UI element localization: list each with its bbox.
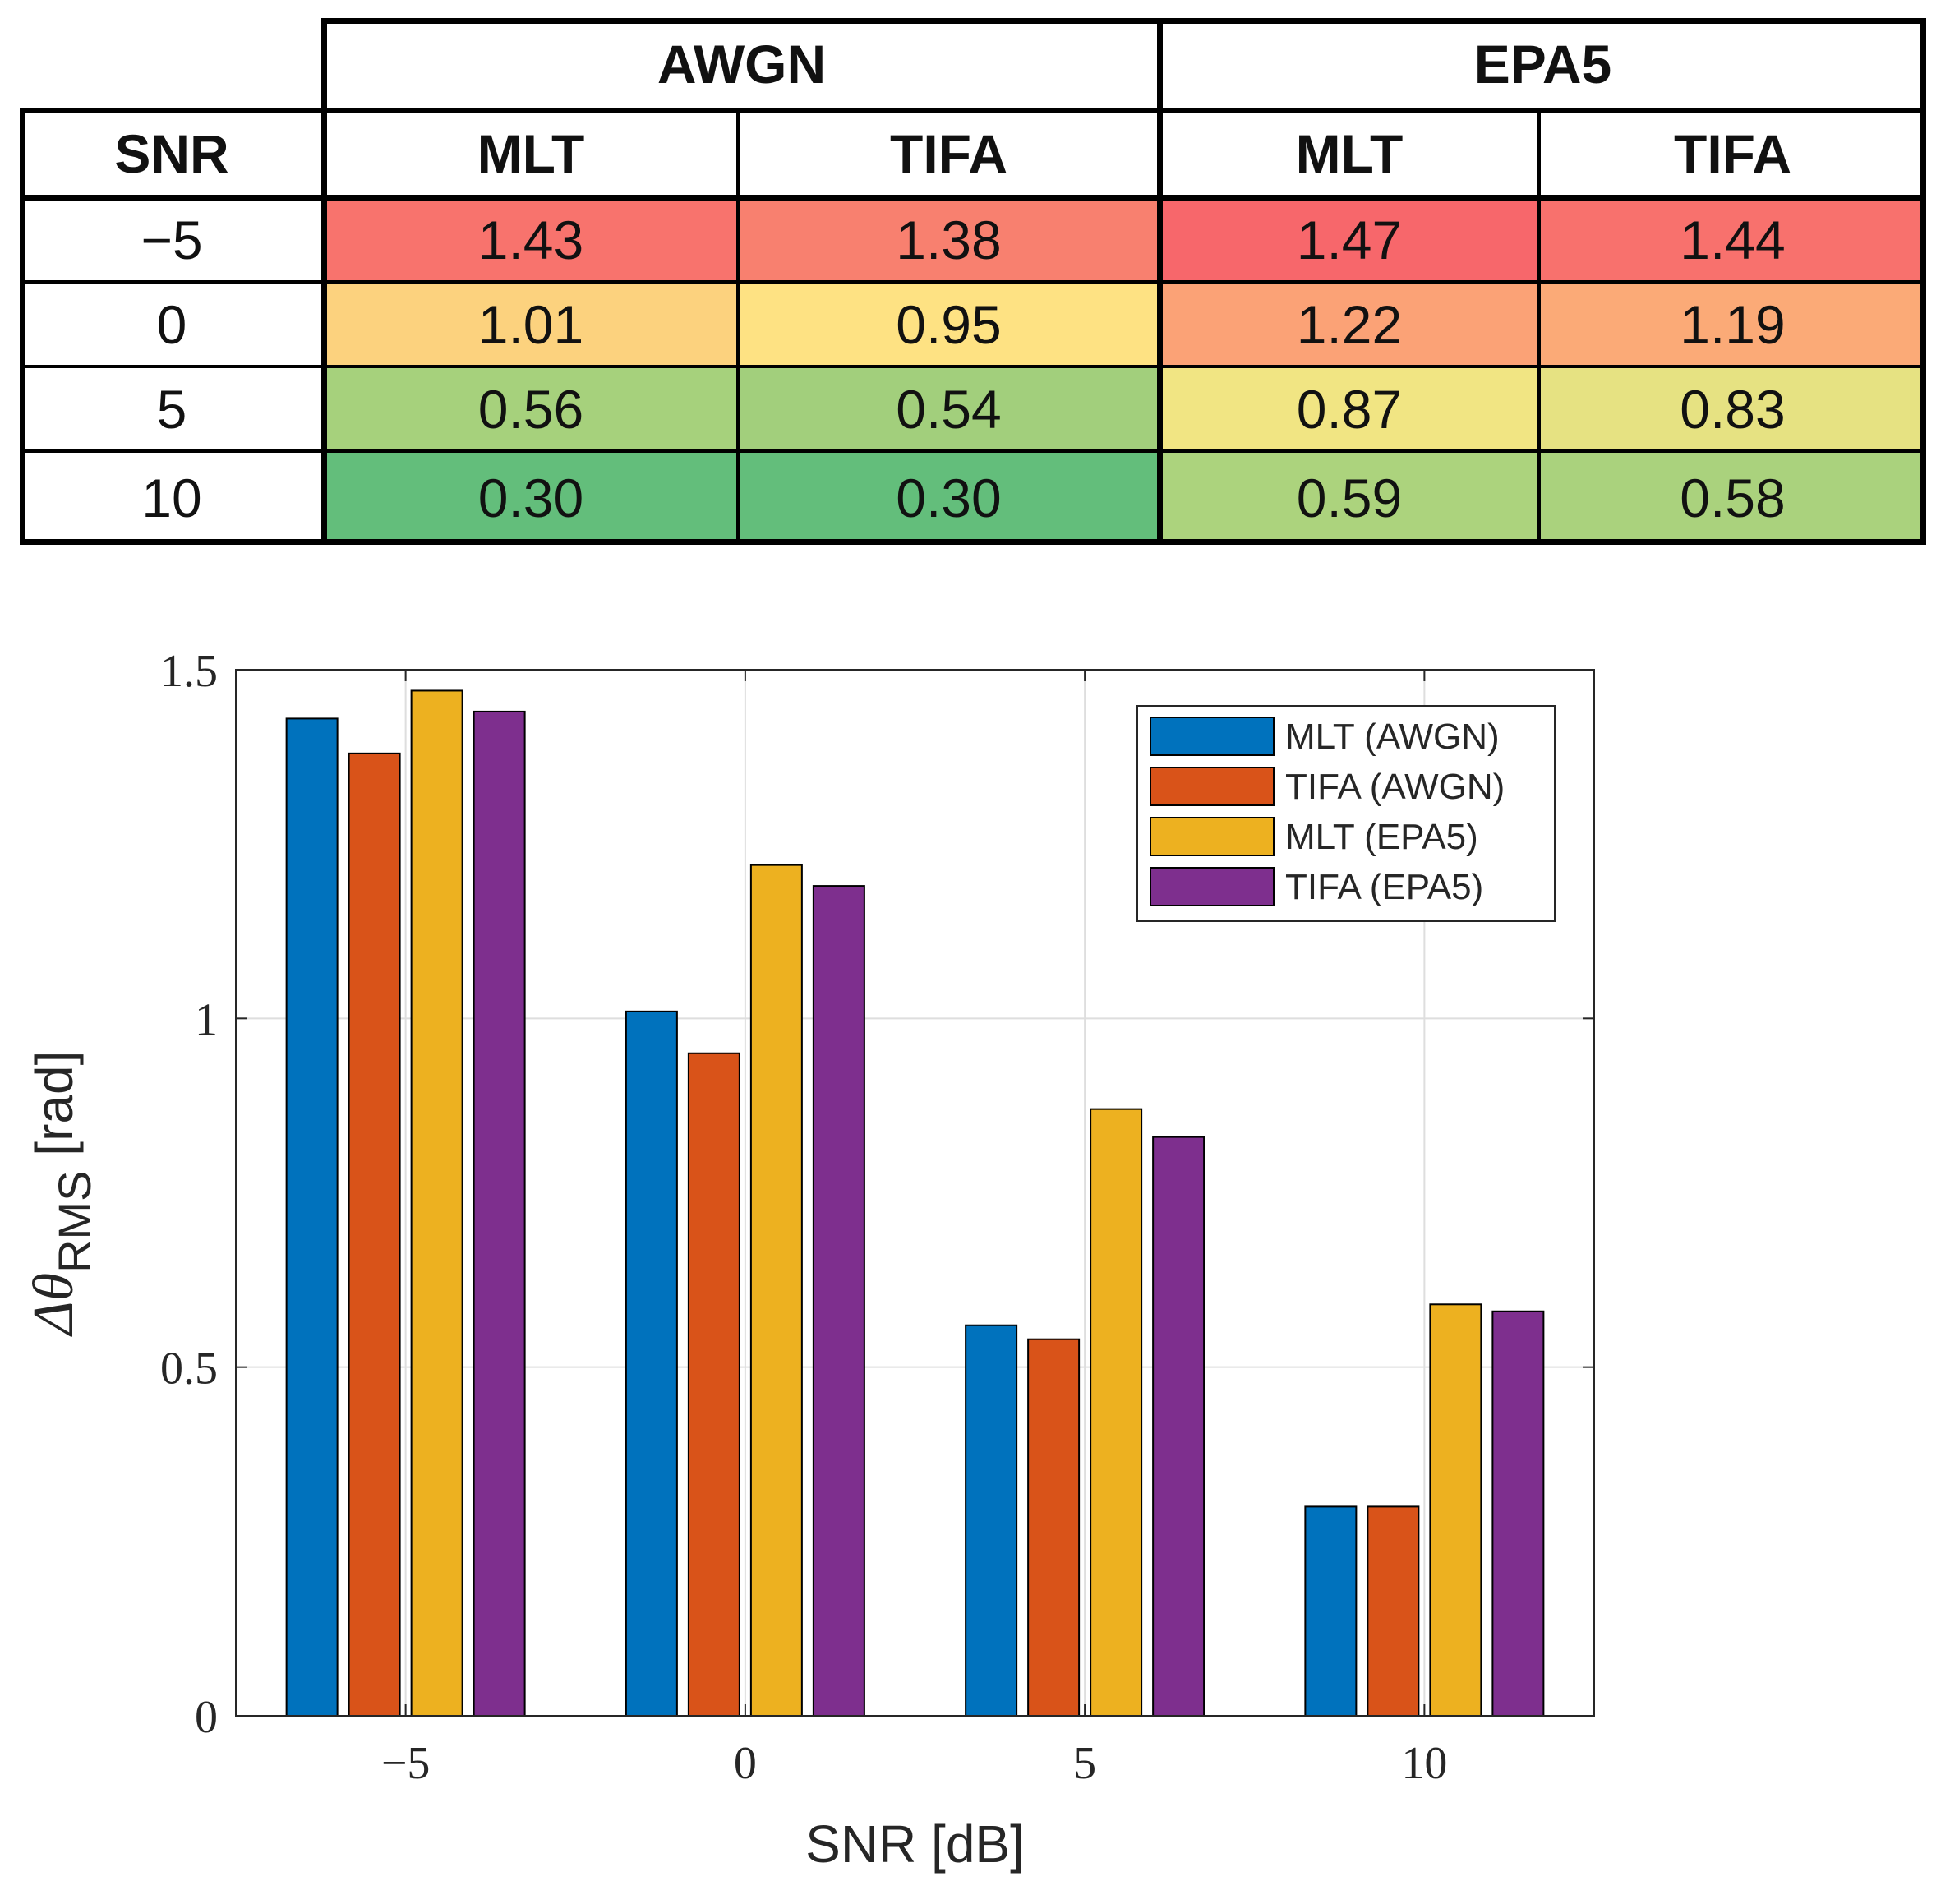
table-cell: 1.44: [1539, 197, 1926, 282]
legend-swatch: [1150, 817, 1275, 856]
y-tick-label: 0.5: [160, 1344, 218, 1395]
table-cell: 0.95: [738, 282, 1159, 367]
x-tick-label: 10: [1401, 1738, 1447, 1789]
y-axis-label-main: Δθ: [22, 1273, 85, 1337]
bar: [1090, 1108, 1143, 1717]
y-tick-label: 1: [195, 994, 218, 1045]
bar: [812, 885, 865, 1717]
bar: [625, 1010, 678, 1717]
table-cell: 1.01: [324, 282, 738, 367]
table-border: [1920, 18, 1926, 545]
bar: [687, 1052, 740, 1717]
column-header: TIFA: [1539, 110, 1926, 197]
x-tick-label: −5: [381, 1738, 431, 1789]
legend-swatch: [1150, 867, 1275, 906]
bar: [1491, 1310, 1545, 1717]
table-cell: 0.58: [1539, 451, 1926, 545]
table-border: [324, 18, 1926, 24]
legend-label: MLT (EPA5): [1285, 817, 1478, 857]
bar: [1429, 1303, 1482, 1717]
table-cell: 0.87: [1159, 367, 1539, 451]
table-cell: 0.59: [1159, 451, 1539, 545]
bar: [1367, 1505, 1420, 1717]
legend-label: TIFA (AWGN): [1285, 767, 1505, 807]
bar-chart: 00.511.5−5 0 5 10 MLT (AWGN)TIFA (AWGN)MLT …: [22, 646, 1595, 1874]
table-border: [1537, 110, 1541, 545]
group-header: AWGN: [324, 18, 1159, 110]
table-cell: 1.38: [738, 197, 1159, 282]
x-tick-label: 5: [1073, 1738, 1096, 1789]
table-cell: 0.56: [324, 367, 738, 451]
y-axis-label-unit: [rad]: [25, 1051, 84, 1171]
x-tick-label: 0: [734, 1738, 757, 1789]
bar: [965, 1324, 1018, 1717]
legend-swatch: [1150, 717, 1275, 756]
table-border: [20, 195, 1926, 201]
x-axis-label: SNR [dB]: [805, 1814, 1025, 1874]
group-header: EPA5: [1159, 18, 1926, 110]
table-border: [20, 539, 1926, 545]
bar: [1152, 1136, 1205, 1717]
table-border: [20, 449, 1926, 453]
table-border: [321, 18, 327, 545]
table-border: [1157, 18, 1163, 545]
column-header: TIFA: [738, 110, 1159, 197]
row-header-snr: 10: [20, 451, 324, 545]
bar: [285, 717, 339, 1717]
table-cell: 1.19: [1539, 282, 1926, 367]
y-tick-label: 0: [195, 1692, 218, 1743]
column-header: SNR: [20, 110, 324, 197]
table-cell: 0.30: [324, 451, 738, 545]
table-cell: 1.22: [1159, 282, 1539, 367]
chart-ticks: 0 0.5 1 1.5 −5 0 5 10: [160, 646, 1594, 1789]
bar: [473, 710, 526, 1717]
table-border: [20, 108, 25, 545]
bar: [749, 864, 803, 1717]
y-axis-label: ΔθRMS [rad]: [22, 1051, 100, 1338]
legend-label: TIFA (EPA5): [1285, 867, 1483, 907]
y-axis-label-sub: RMS: [48, 1170, 100, 1272]
table-border: [20, 108, 1926, 113]
row-header-snr: −5: [20, 197, 324, 282]
bar: [1027, 1338, 1081, 1717]
table-cell: 1.47: [1159, 197, 1539, 282]
table-border: [20, 280, 1926, 284]
bar: [410, 689, 463, 1717]
chart-legend: MLT (AWGN) TIFA (AWGN) MLT (EPA5) TIFA (EPA…: [1136, 705, 1556, 922]
results-table: AWGN EPA5 SNR MLT TIFA MLT TIFA −5 1.43 1.38 1.47 1…: [20, 18, 1926, 545]
chart-bars: [285, 689, 1545, 1717]
table-cell: 0.30: [738, 451, 1159, 545]
row-header-snr: 5: [20, 367, 324, 451]
table-cell: 0.83: [1539, 367, 1926, 451]
plot-frame: [235, 669, 1595, 1717]
legend-label: MLT (AWGN): [1285, 717, 1500, 757]
y-tick-label: 1.5: [160, 646, 218, 697]
column-header: MLT: [324, 110, 738, 197]
row-header-snr: 0: [20, 282, 324, 367]
bar: [1304, 1505, 1358, 1717]
bar: [348, 752, 401, 1717]
legend-swatch: [1150, 767, 1275, 806]
table-border: [736, 110, 740, 545]
table-border: [20, 365, 1926, 368]
table-cell: 1.43: [324, 197, 738, 282]
table-cell: 0.54: [738, 367, 1159, 451]
svg-text:ΔθRMS [rad]: ΔθRMS [rad]: [22, 1051, 100, 1338]
column-header: MLT: [1159, 110, 1539, 197]
